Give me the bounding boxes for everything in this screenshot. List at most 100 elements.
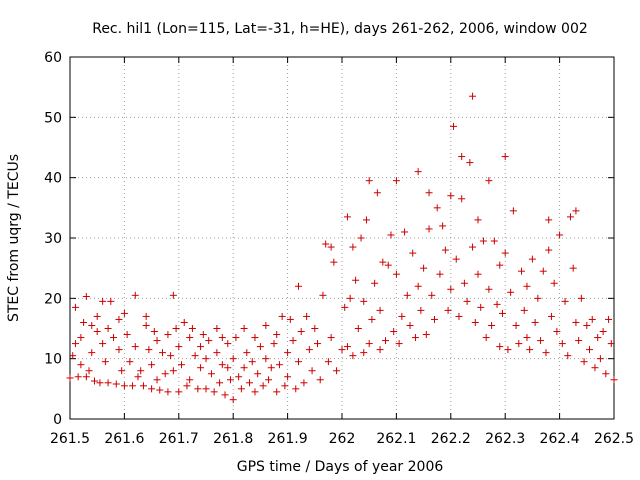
data-point <box>526 346 534 354</box>
data-point <box>115 346 123 354</box>
data-point <box>542 349 550 357</box>
data-point <box>441 246 449 254</box>
data-point <box>88 349 96 357</box>
data-point <box>303 312 311 320</box>
data-point <box>387 231 395 239</box>
data-point <box>474 216 482 224</box>
y-axis: 0 10 20 30 40 50 60 <box>44 50 614 428</box>
data-point <box>289 337 297 345</box>
data-point <box>373 189 381 197</box>
data-point <box>77 361 85 369</box>
data-point <box>273 388 281 396</box>
data-point <box>504 346 512 354</box>
data-point <box>270 340 278 348</box>
x-tick-label: 261.6 <box>104 431 144 447</box>
data-point <box>586 346 594 354</box>
data-point <box>401 228 409 236</box>
data-point <box>202 355 210 363</box>
data-point <box>278 312 286 320</box>
data-point <box>169 291 177 299</box>
data-point <box>213 349 221 357</box>
data-point <box>90 377 98 385</box>
data-point <box>422 331 430 339</box>
data-point <box>82 373 90 381</box>
data-point <box>482 334 490 342</box>
data-point <box>458 153 466 161</box>
data-point <box>77 334 85 342</box>
data-point <box>550 279 558 287</box>
data-point <box>221 391 229 399</box>
data-point <box>175 343 183 351</box>
data-point <box>139 382 147 390</box>
data-point <box>104 379 112 387</box>
y-tick-label: 50 <box>44 110 62 126</box>
data-point <box>349 352 357 360</box>
data-point <box>333 367 341 375</box>
data-point <box>341 303 349 311</box>
data-point <box>99 340 107 348</box>
data-point <box>534 294 542 302</box>
data-point <box>224 340 232 348</box>
data-point <box>145 346 153 354</box>
y-tick-label: 20 <box>44 291 62 307</box>
x-tick-label: 261.7 <box>159 431 199 447</box>
data-point <box>425 225 433 233</box>
data-point <box>384 261 392 269</box>
data-point <box>273 331 281 339</box>
data-point <box>197 343 205 351</box>
data-point <box>286 315 294 323</box>
x-axis-label: GPS time / Days of year 2006 <box>237 459 444 475</box>
data-point <box>254 370 262 378</box>
data-point <box>175 388 183 396</box>
data-point <box>390 328 398 336</box>
data-point <box>547 312 555 320</box>
data-point <box>349 243 357 251</box>
data-point <box>120 382 128 390</box>
data-point <box>74 373 82 381</box>
data-point <box>186 376 194 384</box>
y-tick-label: 30 <box>44 231 62 247</box>
data-point <box>294 358 302 366</box>
data-point <box>354 325 362 332</box>
data-point <box>218 334 226 342</box>
data-point <box>314 340 322 348</box>
data-point <box>167 352 175 360</box>
data-point <box>112 380 120 388</box>
data-point <box>93 312 101 320</box>
data-point <box>406 321 414 329</box>
data-point <box>596 355 604 363</box>
data-point <box>243 349 251 357</box>
data-point <box>134 373 142 381</box>
data-point <box>251 334 259 342</box>
data-point <box>224 364 232 372</box>
data-point <box>101 358 109 366</box>
data-point <box>259 382 267 390</box>
data-point <box>235 373 243 381</box>
data-point <box>392 270 400 278</box>
data-point <box>324 358 332 366</box>
data-point <box>610 376 618 384</box>
data-point <box>561 297 569 305</box>
data-point <box>520 306 528 314</box>
y-tick-label: 0 <box>53 412 62 428</box>
data-point <box>123 331 131 339</box>
data-point <box>88 321 96 329</box>
data-point <box>411 334 419 342</box>
data-point <box>199 331 207 339</box>
data-point <box>490 237 498 245</box>
x-tick-label: 261.9 <box>268 431 308 447</box>
data-point <box>178 361 186 369</box>
data-point <box>142 321 150 329</box>
data-point <box>577 294 585 302</box>
data-point <box>229 355 237 363</box>
data-point <box>126 358 134 366</box>
data-point <box>131 291 139 299</box>
data-point <box>528 255 536 263</box>
data-point <box>430 315 438 323</box>
data-point <box>368 315 376 323</box>
data-point <box>338 346 346 354</box>
data-point <box>539 267 547 275</box>
data-point <box>66 374 74 382</box>
x-tick-label: 261.5 <box>50 431 90 447</box>
data-point <box>469 92 477 100</box>
